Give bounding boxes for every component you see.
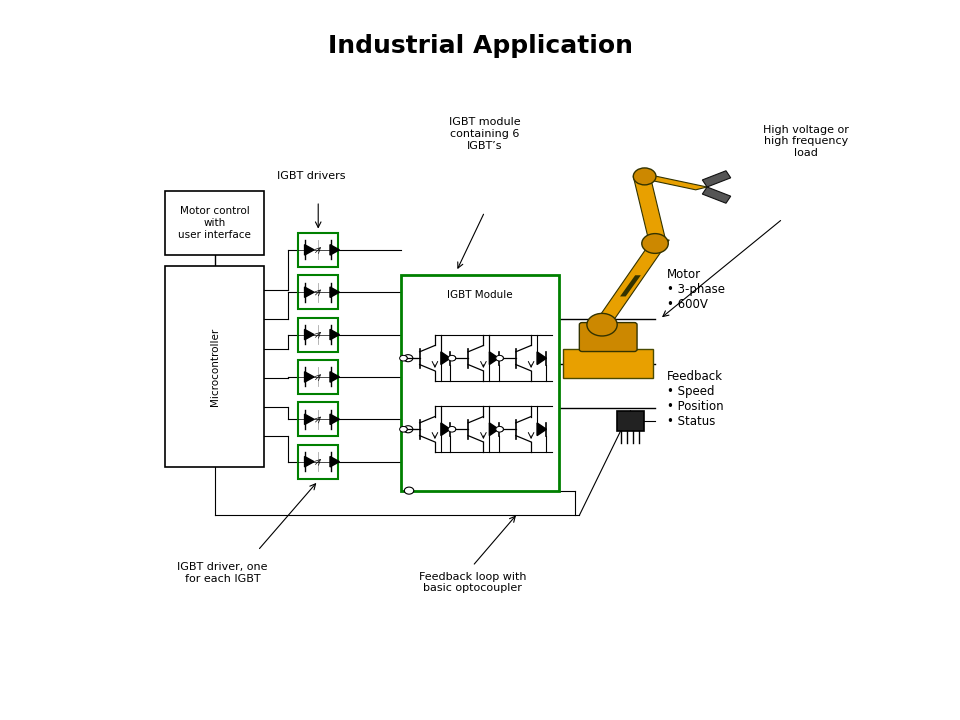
Polygon shape [490,423,499,436]
FancyBboxPatch shape [564,349,653,378]
Text: Industrial Application: Industrial Application [327,34,633,58]
Bar [400,275,560,490]
Polygon shape [330,287,340,297]
Text: Microcontroller: Microcontroller [209,328,220,406]
Circle shape [401,356,407,360]
Bar [299,402,338,436]
Text: IGBT drivers: IGBT drivers [277,171,346,181]
Circle shape [403,426,413,433]
Circle shape [497,356,503,360]
Text: IGBT module
containing 6
IGBT’s: IGBT module containing 6 IGBT’s [449,117,520,150]
Bar [299,360,338,394]
Polygon shape [304,287,314,297]
Polygon shape [639,175,708,190]
Polygon shape [330,414,340,425]
Bar [165,191,264,256]
Circle shape [399,356,407,361]
Polygon shape [304,456,314,467]
Polygon shape [304,245,314,255]
Polygon shape [703,187,731,203]
Circle shape [495,356,503,361]
Circle shape [495,426,503,432]
Polygon shape [330,456,340,467]
Bar [299,318,338,351]
Bar [617,411,643,431]
Polygon shape [537,352,546,364]
Text: IGBT Module: IGBT Module [447,290,513,300]
Circle shape [497,427,503,431]
Bar [165,266,264,467]
Polygon shape [620,275,641,297]
Text: High voltage or
high frequency
load: High voltage or high frequency load [763,125,850,158]
Circle shape [448,426,456,432]
Polygon shape [330,245,340,255]
Circle shape [634,168,656,185]
Circle shape [587,313,617,336]
Text: Feedback
• Speed
• Position
• Status: Feedback • Speed • Position • Status [667,370,724,428]
Circle shape [401,427,407,431]
Polygon shape [330,372,340,382]
Polygon shape [330,329,340,340]
FancyBboxPatch shape [579,323,637,351]
Polygon shape [634,176,667,247]
Text: IGBT driver, one
for each IGBT: IGBT driver, one for each IGBT [178,562,268,584]
Polygon shape [703,171,731,187]
Circle shape [642,233,668,253]
Polygon shape [593,240,669,325]
Text: Feedback loop with
basic optocoupler: Feedback loop with basic optocoupler [419,572,526,593]
Text: Motor control
with
user interface: Motor control with user interface [179,207,252,240]
Circle shape [450,427,456,431]
Polygon shape [441,423,450,436]
Polygon shape [304,329,314,340]
Polygon shape [537,423,546,436]
Circle shape [399,426,407,432]
Circle shape [448,356,456,361]
Bar [299,233,338,267]
Circle shape [403,355,413,361]
Bar [299,445,338,479]
Bar [299,275,338,309]
Circle shape [450,356,456,360]
Polygon shape [441,352,450,364]
Polygon shape [490,352,499,364]
Polygon shape [304,414,314,425]
Circle shape [404,487,414,494]
Polygon shape [304,372,314,382]
Text: Motor
• 3-phase
• 600V: Motor • 3-phase • 600V [667,268,726,311]
